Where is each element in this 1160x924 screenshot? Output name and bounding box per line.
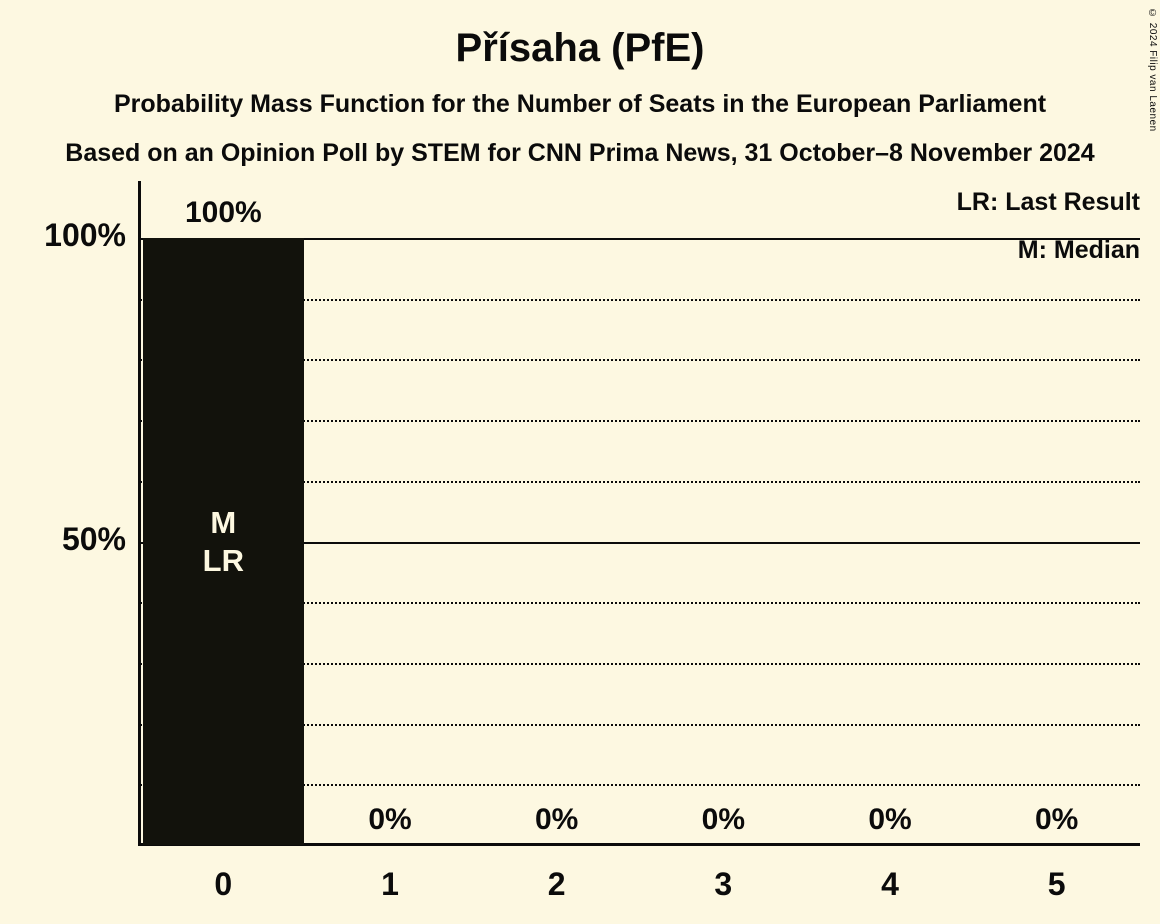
bar-value-label-5: 0% — [1034, 803, 1079, 836]
gridline-dotted-90 — [140, 298, 1140, 301]
gridline-dotted-40 — [140, 602, 1140, 605]
x-tick-label-1: 1 — [381, 866, 399, 902]
bar-annotation: M LR — [202, 504, 244, 578]
y-axis-line — [138, 181, 141, 845]
x-tick-label-5: 5 — [1047, 866, 1066, 902]
y-tick-label-50: 50% — [61, 520, 126, 557]
gridline-dotted-80 — [140, 359, 1140, 362]
copyright-note: © 2024 Filip van Laenen — [1147, 8, 1158, 132]
x-axis-line — [138, 843, 1140, 846]
chart-subtitle: Probability Mass Function for the Number… — [113, 90, 1047, 118]
x-tick-label-3: 3 — [714, 866, 733, 902]
x-tick-label-2: 2 — [547, 866, 566, 902]
gridline-dotted-60 — [140, 480, 1140, 483]
legend-median: M: Median — [1017, 236, 1140, 264]
bar-seats-0: M LR — [142, 238, 305, 845]
gridline-dotted-70 — [140, 420, 1140, 423]
gridline-solid-50 — [140, 541, 1140, 544]
x-tick-label-4: 4 — [881, 866, 899, 902]
gridline-dotted-30 — [140, 662, 1140, 665]
chart-source-line: Based on an Opinion Poll by STEM for CNN… — [65, 139, 1095, 167]
gridline-dotted-10 — [140, 784, 1140, 787]
x-axis: 0 1 2 3 4 5 — [140, 866, 1140, 910]
bar-value-label-2: 0% — [534, 803, 579, 836]
gridline-dotted-20 — [140, 723, 1140, 726]
plot-area: M LR 100% 0% 0% 0% 0% 0% — [138, 181, 1140, 846]
gridline-solid-100 — [140, 238, 1140, 240]
bar-value-label-0: 100% — [184, 196, 262, 229]
legend-last-result: LR: Last Result — [956, 188, 1140, 216]
y-tick-label-100: 100% — [44, 217, 126, 253]
x-tick-label-0: 0 — [214, 866, 233, 902]
bar-value-label-3: 0% — [701, 803, 745, 836]
bar-value-label-4: 0% — [868, 803, 912, 836]
chart-title: Přísaha (PfE) — [455, 26, 705, 70]
bar-value-label-1: 0% — [368, 803, 412, 836]
